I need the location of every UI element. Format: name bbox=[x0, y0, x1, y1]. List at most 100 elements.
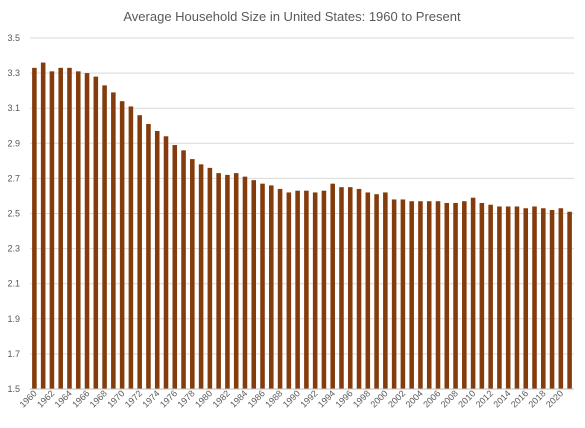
bar-1969 bbox=[111, 92, 116, 389]
bar-1964 bbox=[67, 67, 72, 389]
bar-1984 bbox=[242, 176, 248, 389]
bar-1988 bbox=[277, 188, 283, 389]
bar-2016 bbox=[523, 208, 529, 389]
x-tick-label: 2002 bbox=[386, 388, 407, 409]
x-tick-label: 2006 bbox=[421, 388, 442, 409]
bar-2012 bbox=[488, 204, 493, 389]
y-tick-label: 3.5 bbox=[7, 33, 20, 43]
bar-1997 bbox=[356, 188, 362, 389]
x-tick-label: 2012 bbox=[474, 388, 495, 409]
bar-1981 bbox=[216, 173, 221, 389]
y-tick-label: 2.1 bbox=[7, 279, 20, 289]
bar-1986 bbox=[260, 183, 265, 389]
bar-2009 bbox=[462, 201, 467, 389]
x-tick-label: 2014 bbox=[491, 388, 512, 409]
bar-1965 bbox=[75, 71, 81, 389]
bar-1989 bbox=[286, 192, 292, 389]
y-tick-label: 1.5 bbox=[7, 384, 20, 394]
x-tick-label: 2004 bbox=[404, 388, 425, 409]
bar-2019 bbox=[549, 209, 555, 389]
bar-2021 bbox=[567, 211, 572, 389]
bar-1961 bbox=[40, 62, 46, 389]
x-tick-label: 1990 bbox=[281, 388, 302, 409]
x-tick-label: 1994 bbox=[316, 388, 337, 409]
bar-1982 bbox=[225, 174, 230, 389]
bar-1979 bbox=[198, 164, 204, 389]
x-tick-label: 1966 bbox=[70, 388, 91, 409]
bar-1996 bbox=[347, 187, 353, 389]
chart-title: Average Household Size in United States:… bbox=[123, 9, 461, 24]
x-tick-label: 2010 bbox=[456, 388, 477, 409]
bar-1971 bbox=[128, 106, 134, 389]
bar-1985 bbox=[251, 180, 257, 389]
bar-1998 bbox=[365, 192, 371, 389]
y-tick-label: 2.9 bbox=[7, 138, 20, 148]
y-tick-label: 2.3 bbox=[7, 244, 20, 254]
bar-2014 bbox=[505, 206, 511, 389]
x-tick-label: 1978 bbox=[176, 388, 197, 409]
x-tick-label: 2018 bbox=[526, 388, 547, 409]
bar-2013 bbox=[497, 206, 502, 389]
x-tick-label: 1976 bbox=[158, 388, 179, 409]
bar-1995 bbox=[339, 187, 344, 389]
x-tick-label: 1964 bbox=[53, 388, 74, 409]
y-tick-label: 2.7 bbox=[7, 173, 20, 183]
x-tick-label: 1972 bbox=[123, 388, 144, 409]
bar-1994 bbox=[330, 183, 335, 389]
x-tick-label: 1970 bbox=[105, 388, 126, 409]
x-axis-tick-labels: 1960196219641966196819701972197419761978… bbox=[18, 388, 566, 409]
bar-1976 bbox=[172, 145, 178, 389]
bar-1963 bbox=[58, 67, 63, 389]
x-tick-label: 1982 bbox=[211, 388, 232, 409]
bar-2002 bbox=[400, 199, 406, 389]
bar-2007 bbox=[444, 202, 450, 389]
bar-1978 bbox=[190, 159, 195, 389]
bars bbox=[32, 62, 572, 390]
bar-1967 bbox=[93, 76, 99, 390]
x-tick-label: 1962 bbox=[35, 388, 56, 409]
y-tick-label: 3.1 bbox=[7, 103, 20, 113]
bar-1962 bbox=[49, 71, 55, 389]
x-tick-label: 1992 bbox=[298, 388, 319, 409]
bar-2006 bbox=[435, 201, 441, 389]
bar-2017 bbox=[532, 206, 537, 389]
bar-2000 bbox=[383, 192, 388, 389]
x-tick-label: 1988 bbox=[263, 388, 284, 409]
x-tick-label: 2020 bbox=[544, 388, 565, 409]
bar-1968 bbox=[102, 85, 107, 389]
x-tick-label: 1968 bbox=[88, 388, 109, 409]
x-tick-label: 2000 bbox=[369, 388, 390, 409]
bar-1970 bbox=[119, 101, 125, 390]
bar-2008 bbox=[453, 202, 458, 389]
bar-1992 bbox=[312, 192, 318, 389]
x-tick-label: 2016 bbox=[509, 388, 530, 409]
y-tick-label: 2.5 bbox=[7, 209, 20, 219]
bar-1983 bbox=[233, 173, 239, 389]
y-axis-tick-labels: 1.5 1.7 1.9 2.1 2.3 2.5 2.7 2.9 3.1 3.3 3.5 bbox=[7, 33, 20, 394]
bar-2004 bbox=[418, 201, 423, 389]
y-tick-label: 1.9 bbox=[7, 314, 20, 324]
x-tick-label: 1986 bbox=[246, 388, 267, 409]
x-tick-label: 1974 bbox=[140, 388, 161, 409]
bar-2001 bbox=[391, 199, 397, 389]
bar-1975 bbox=[163, 136, 169, 389]
bar-1987 bbox=[269, 185, 274, 389]
y-tick-label: 3.3 bbox=[7, 68, 20, 78]
x-tick-label: 1998 bbox=[351, 388, 372, 409]
y-tick-label: 1.7 bbox=[7, 349, 20, 359]
bar-2003 bbox=[409, 201, 414, 389]
x-tick-label: 1960 bbox=[18, 388, 39, 409]
bar-1977 bbox=[181, 150, 186, 389]
x-tick-label: 1996 bbox=[333, 388, 354, 409]
bar-2005 bbox=[426, 201, 432, 389]
bar-1991 bbox=[304, 190, 309, 389]
bar-2011 bbox=[479, 202, 485, 389]
bar-1993 bbox=[321, 190, 327, 389]
x-tick-label: 2008 bbox=[439, 388, 460, 409]
bar-1990 bbox=[295, 190, 300, 389]
bar-1972 bbox=[137, 115, 142, 389]
bar-1960 bbox=[32, 67, 37, 389]
bar-2010 bbox=[470, 197, 476, 389]
